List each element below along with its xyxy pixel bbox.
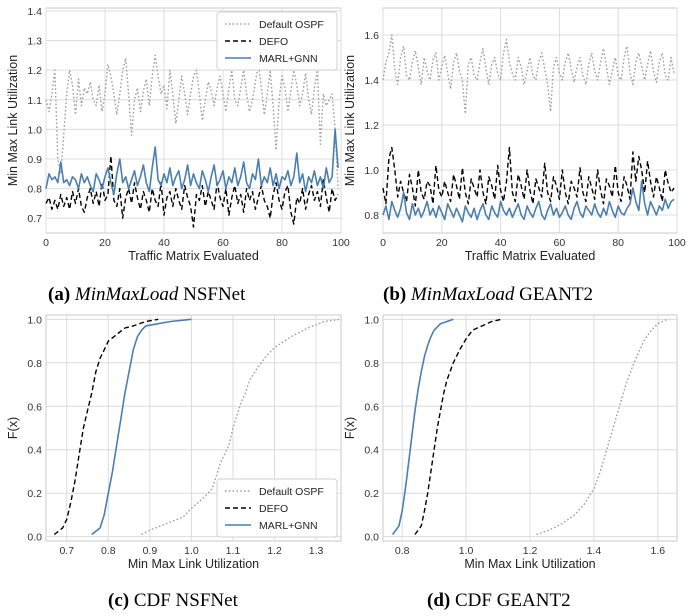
- x-tick-label: 80: [276, 237, 288, 249]
- y-tick-label: 0.2: [364, 488, 379, 500]
- x-tick-label: 20: [436, 237, 448, 249]
- caption-text: CDF GEANT2: [450, 590, 571, 611]
- caption-text: NSFNet: [178, 284, 246, 305]
- caption-b: (b) MinMaxLoad GEANT2: [383, 284, 593, 306]
- y-tick-label: 1.2: [364, 120, 379, 132]
- caption-label: (b): [383, 284, 407, 305]
- caption-italic: MinMaxLoad: [410, 284, 515, 305]
- x-tick-label: 40: [158, 237, 170, 249]
- x-tick-label: 100: [668, 237, 686, 249]
- x-tick-label: 40: [495, 237, 507, 249]
- x-tick-label: 1.2: [267, 545, 282, 557]
- series-line-defo: [53, 318, 159, 536]
- caption-italic: MinMaxLoad: [74, 284, 179, 305]
- y-tick-label: 1.4: [27, 6, 42, 18]
- y-tick-label: 1.0: [27, 124, 42, 136]
- y-axis-label: F(x): [6, 417, 20, 439]
- y-tick-label: 1.1: [27, 95, 42, 107]
- x-tick-label: 0: [380, 237, 386, 249]
- y-tick-label: 0.6: [364, 401, 379, 413]
- legend-label: MARL+GNN: [259, 520, 318, 532]
- x-tick-label: 1.2: [523, 545, 538, 557]
- y-tick-label: 1.4: [364, 75, 379, 87]
- x-axis-label: Min Max Link Utilization: [464, 557, 595, 571]
- y-tick-label: 0.2: [27, 488, 42, 500]
- x-tick-label: 1.1: [226, 545, 241, 557]
- x-tick-label: 0.8: [395, 545, 410, 557]
- series-line-marl-gnn: [91, 318, 192, 536]
- legend-box: [216, 478, 338, 538]
- y-axis-label: Min Max Link Utilization: [6, 55, 20, 186]
- x-tick-label: 1.4: [587, 545, 602, 557]
- x-tick-label: 60: [554, 237, 566, 249]
- x-tick-label: 60: [217, 237, 229, 249]
- x-axis-label: Traffic Matrix Evaluated: [465, 249, 596, 263]
- x-axis-label: Min Max Link Utilization: [128, 557, 259, 571]
- series-line-marl-gnn: [382, 180, 675, 223]
- y-tick-label: 0.0: [27, 532, 42, 544]
- x-tick-label: 80: [612, 237, 624, 249]
- series-line-default-ospf: [536, 318, 668, 536]
- x-tick-label: 20: [99, 237, 111, 249]
- chart-b: 0 20 40 60 80 100 0.8 1.0 1.2 1.4 1.6 Traffic Matri…: [343, 7, 686, 263]
- y-tick-label: 1.3: [27, 36, 42, 48]
- legend-label: DEFO: [259, 503, 288, 515]
- y-tick-label: 0.8: [364, 210, 379, 222]
- x-tick-label: 0.8: [101, 545, 116, 557]
- legend-label: Default OSPF: [259, 486, 324, 498]
- x-tick-label: 0: [43, 237, 49, 249]
- y-tick-label: 1.0: [364, 165, 379, 177]
- x-tick-label: 0.7: [59, 545, 74, 557]
- series-line-default-ospf: [382, 34, 675, 115]
- legend-label: MARL+GNN: [259, 53, 318, 65]
- caption-c: (c) CDF NSFNet: [108, 590, 238, 612]
- series-line-defo: [382, 146, 675, 207]
- caption-a: (a) MinMaxLoad NSFNet: [48, 284, 245, 306]
- y-tick-label: 0.8: [27, 358, 42, 370]
- legend-label: Default OSPF: [259, 19, 324, 31]
- caption-d: (d) CDF GEANT2: [427, 590, 571, 612]
- x-tick-label: 1.3: [309, 545, 324, 557]
- series-line-default-ospf: [141, 318, 342, 536]
- legend-box: [216, 11, 338, 71]
- x-tick-label: 1.6: [651, 545, 666, 557]
- x-tick-label: 0.9: [143, 545, 158, 557]
- series-line-defo: [45, 155, 339, 228]
- series-line-default-ospf: [45, 54, 339, 189]
- y-tick-label: 0.8: [27, 184, 42, 196]
- y-tick-label: 0.8: [364, 358, 379, 370]
- y-axis-label: Min Max Link Utilization: [343, 55, 357, 186]
- series-line-marl-gnn: [391, 318, 454, 535]
- y-tick-label: 1.6: [364, 30, 379, 42]
- y-tick-label: 0.4: [364, 445, 379, 457]
- chart-c: 0.7 0.8 0.9 1.0 1.1 1.2 1.30.00.20.40.60.81.0M…: [6, 314, 342, 571]
- y-tick-label: 1.2: [27, 65, 42, 77]
- x-tick-label: 1.0: [184, 545, 199, 557]
- x-axis-label: Traffic Matrix Evaluated: [128, 249, 259, 263]
- y-tick-label: 1.0: [364, 314, 379, 326]
- x-tick-label: 100: [332, 237, 350, 249]
- y-tick-label: 0.6: [27, 401, 42, 413]
- caption-label: (d): [427, 590, 451, 611]
- legend: Default OSPF DEFO MARL+GNN: [216, 478, 338, 538]
- x-tick-label: 1.0: [459, 545, 474, 557]
- y-tick-label: 0.9: [27, 154, 42, 166]
- y-tick-label: 1.0: [27, 314, 42, 326]
- caption-text: CDF NSFNet: [129, 590, 238, 611]
- legend: Default OSPF DEFO MARL+GNN: [216, 11, 338, 71]
- y-tick-label: 0.7: [27, 213, 42, 225]
- caption-label: (c): [108, 590, 130, 611]
- series-line-defo: [414, 318, 502, 535]
- legend-label: DEFO: [259, 36, 288, 48]
- chart-a: 0 20 40 60 80 100 0.7 0.8 0.9 1.0 1.1 1.2 1.3 1.4 Traf…: [6, 6, 350, 263]
- caption-label: (a): [48, 284, 71, 305]
- y-axis-label: F(x): [343, 417, 357, 439]
- series-line-marl-gnn: [45, 128, 339, 196]
- plot-area: [382, 7, 678, 234]
- y-tick-label: 0.4: [27, 445, 42, 457]
- y-tick-label: 0.0: [364, 532, 379, 544]
- caption-text: GEANT2: [514, 284, 594, 305]
